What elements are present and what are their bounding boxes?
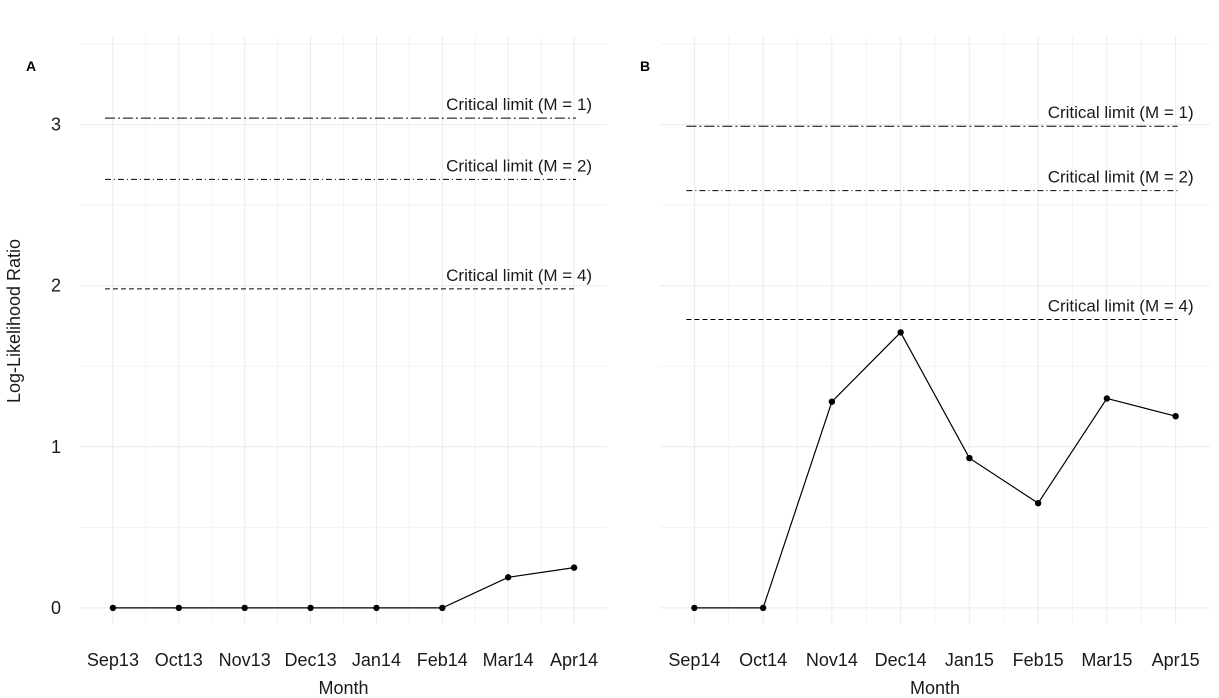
critical-limit-label: Critical limit (M = 4) [1048, 297, 1194, 316]
x-tick-label: Oct14 [739, 650, 787, 670]
critical-limit-label: Critical limit (M = 2) [1048, 168, 1194, 187]
x-tick-label: Feb15 [1013, 650, 1064, 670]
data-point [759, 604, 767, 612]
data-point [109, 604, 117, 612]
critical-limit-label: Critical limit (M = 1) [446, 95, 592, 114]
y-tick-label: 0 [51, 598, 61, 618]
y-tick-label: 2 [51, 276, 61, 296]
data-point [570, 564, 578, 571]
critical-limit-label: Critical limit (M = 2) [446, 156, 592, 175]
critical-limit-label: Critical limit (M = 1) [1048, 103, 1194, 122]
data-point [504, 574, 512, 581]
panel-b: Sep14 Oct14 Nov14 Dec14 Jan15 Feb15 Mar15 Apr15… [640, 36, 1210, 698]
x-axis-title: Month [910, 678, 960, 698]
panel-tag: A [26, 58, 36, 74]
data-point [241, 604, 248, 612]
data-point [691, 604, 698, 612]
y-axis-title: Log-Likelihood Ratio [4, 239, 24, 403]
x-tick-label: Sep14 [668, 650, 720, 670]
x-tick-label: Nov13 [219, 650, 271, 670]
x-tick-label: Jan14 [352, 650, 401, 670]
data-point [175, 604, 183, 612]
data-point [439, 604, 446, 612]
x-tick-label: Dec14 [875, 650, 927, 670]
x-tick-label: Feb14 [417, 650, 468, 670]
x-tick-label: Mar15 [1081, 650, 1132, 670]
x-tick-label: Sep13 [87, 650, 139, 670]
data-point [1103, 395, 1111, 402]
x-axis-title: Month [318, 678, 368, 698]
x-tick-label: Apr15 [1152, 650, 1200, 670]
data-point [373, 604, 380, 612]
panel-a: 0 1 2 3 Sep13 Oct13 Nov13 Dec13 Jan14 Feb14 Mar14 A… [26, 36, 607, 698]
data-point [1034, 499, 1042, 507]
y-tick-label: 3 [51, 115, 61, 135]
x-tick-label: Mar14 [483, 650, 534, 670]
x-tick-label: Oct13 [155, 650, 203, 670]
critical-limit-label: Critical limit (M = 4) [446, 266, 592, 285]
data-point [897, 329, 904, 336]
data-point [307, 604, 314, 612]
x-tick-label: Jan15 [945, 650, 994, 670]
series-line [694, 331, 1176, 609]
x-tick-label: Dec13 [285, 650, 337, 670]
x-tick-label: Apr14 [550, 650, 598, 670]
series-line [112, 567, 575, 609]
data-point [966, 454, 973, 462]
y-tick-label: 1 [51, 437, 61, 457]
data-point [828, 398, 836, 405]
data-point [1172, 412, 1179, 420]
x-tick-label: Nov14 [806, 650, 858, 670]
panel-tag: B [640, 58, 650, 74]
